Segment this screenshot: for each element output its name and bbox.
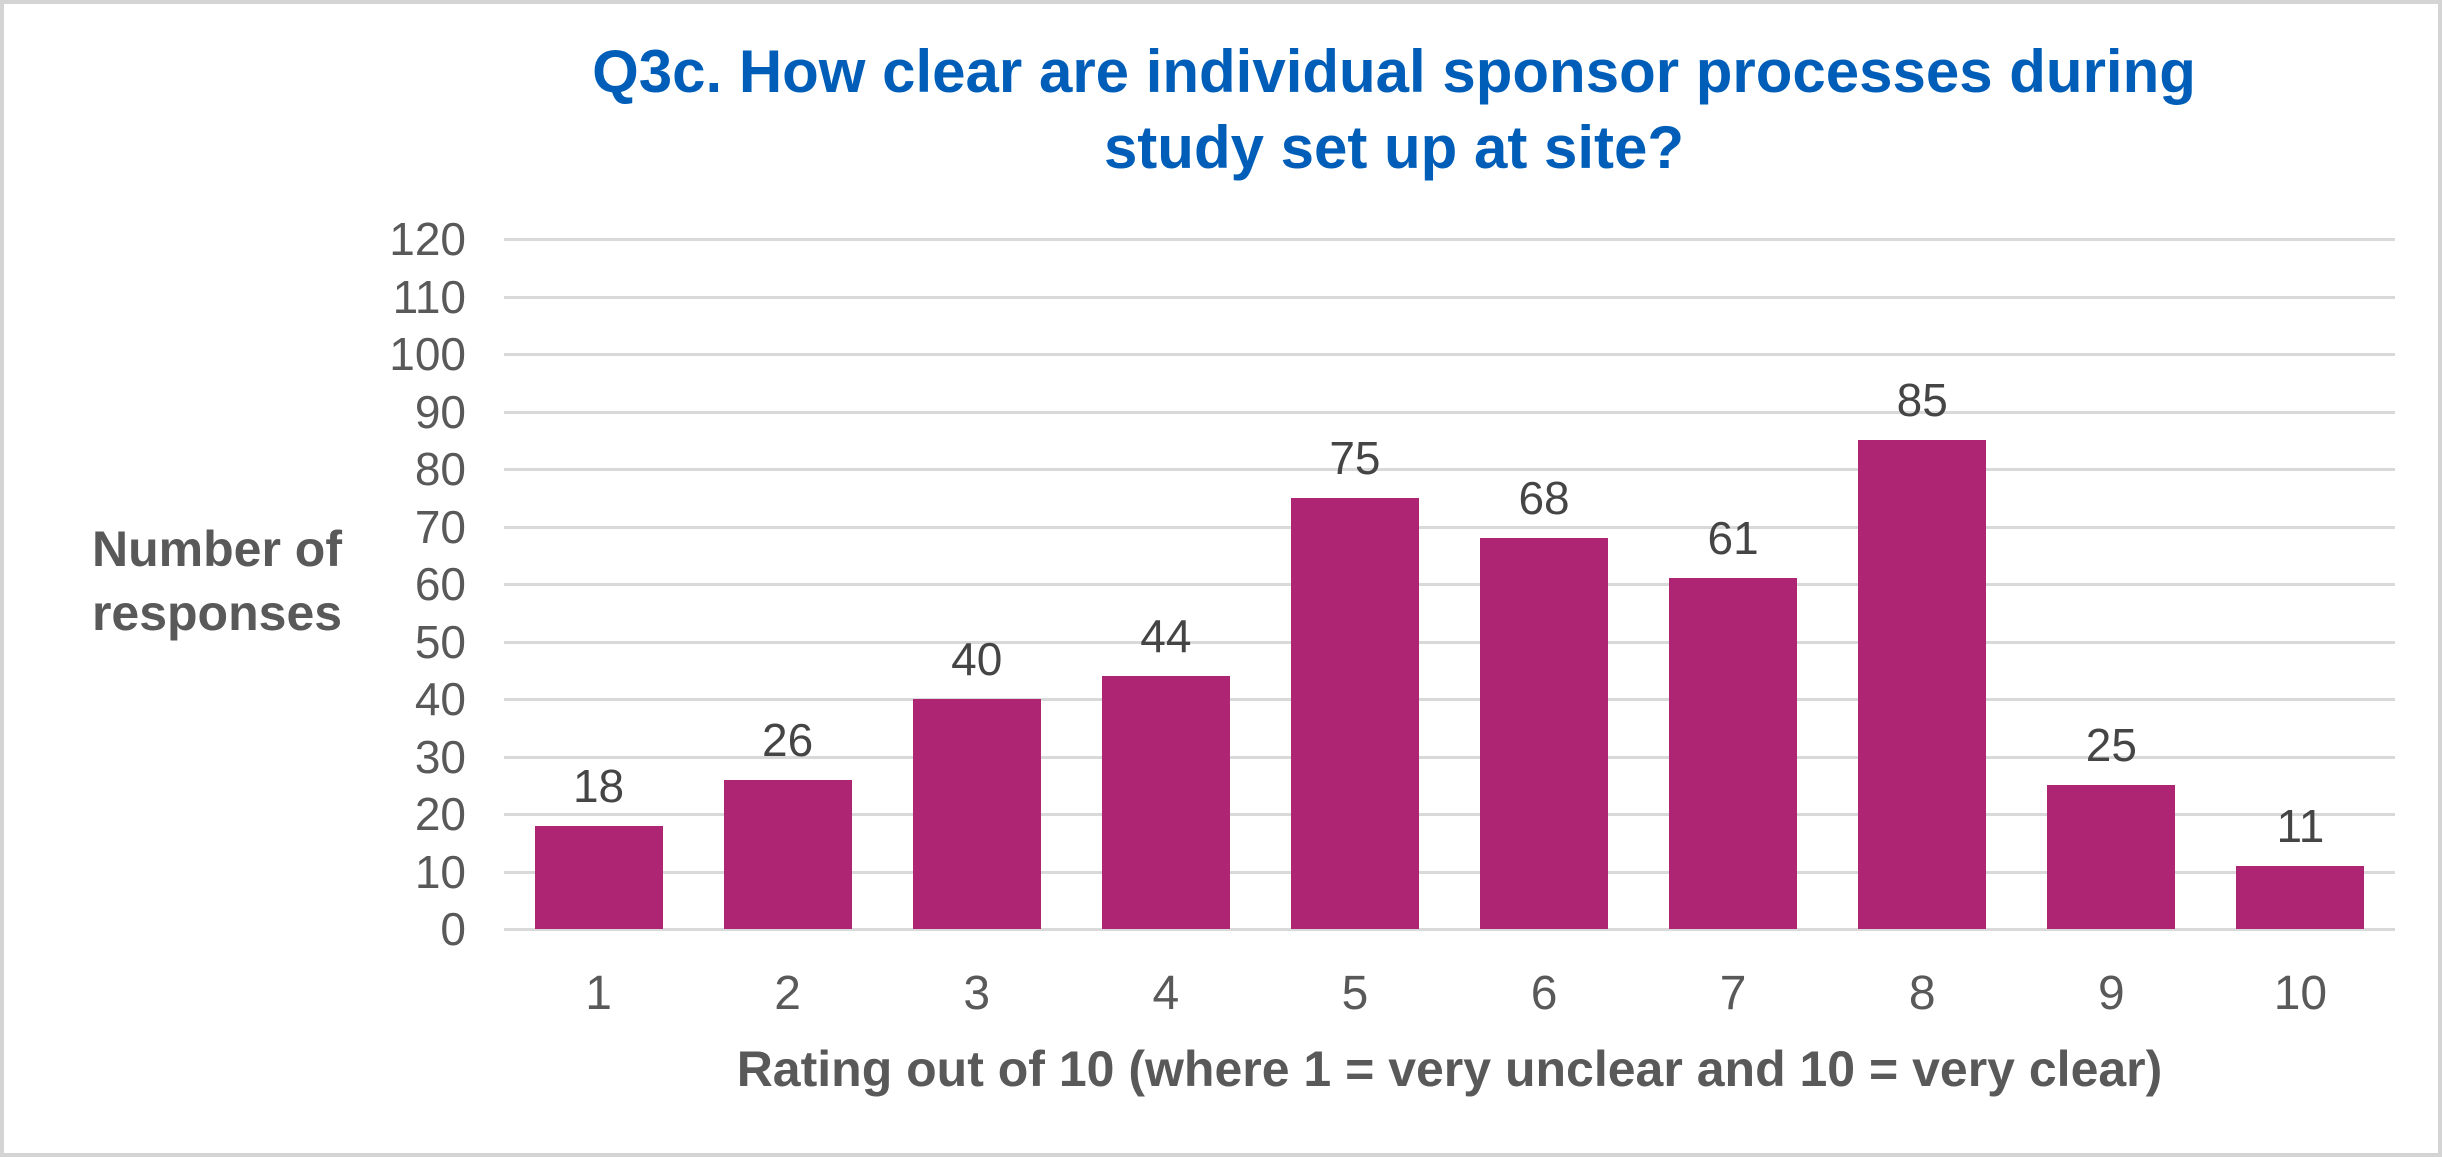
x-tick-label-2: 2 [774,967,801,1020]
y-tick-label-30: 30 [414,730,466,783]
chart-title: Q3c. How clear are individual sponsor pr… [344,34,2438,186]
gridline-90 [504,410,2395,414]
x-tick-label-1: 1 [585,967,612,1020]
chart-title-line1: Q3c. How clear are individual sponsor pr… [592,38,2196,105]
gridline-110 [504,295,2395,299]
gridline-0 [504,928,2395,931]
data-label-rating-1: 18 [572,759,625,812]
y-tick-label-120: 120 [389,213,466,265]
bar-rating-4 [1101,676,1230,929]
y-tick-label-60: 60 [414,558,466,610]
bar-rating-6 [1480,538,1609,929]
bar-rating-1 [534,825,663,929]
data-label-rating-6: 68 [1518,472,1570,524]
gridline-120 [504,238,2395,241]
x-tick-label-5: 5 [1341,967,1369,1020]
gridline-60 [504,583,2395,586]
bar-rating-7 [1669,578,1798,929]
x-tick-label-9: 9 [2097,967,2125,1020]
data-label-rating-7: 61 [1707,512,1759,565]
data-label-rating-2: 26 [762,713,814,766]
y-tick-label-50: 50 [414,615,466,668]
data-label-rating-3: 40 [951,633,1003,685]
bar-rating-8 [1858,440,1987,929]
gridline-40 [504,698,2395,701]
bar-rating-5 [1290,497,1419,929]
gridline-30 [504,755,2395,759]
x-tick-label-7: 7 [1719,967,1747,1020]
data-label-rating-4: 44 [1140,610,1192,662]
y-tick-label-40: 40 [414,673,466,725]
gridline-100 [504,353,2395,356]
x-tick-label-3: 3 [963,967,991,1020]
gridline-20 [504,813,2395,816]
y-axis-title-line2: responses [91,585,343,641]
y-tick-label-90: 90 [414,385,466,438]
x-tick-label-4: 4 [1152,967,1180,1020]
y-tick-label-20: 20 [414,788,466,840]
plot-area: 18 26 40 44 75 68 61 85 25 11 [504,238,2395,931]
x-tick-label-8: 8 [1908,967,1936,1020]
gridline-80 [504,468,2395,471]
bar-rating-2 [723,779,852,929]
gridline-10 [504,870,2395,874]
data-label-rating-8: 85 [1896,374,1948,427]
gridline-50 [504,640,2395,644]
x-tick-label-6: 6 [1530,967,1558,1020]
y-tick-label-0: 0 [440,903,466,955]
y-tick-label-110: 110 [392,270,466,323]
bar-rating-3 [912,699,1041,929]
y-tick-label-10: 10 [414,845,466,898]
data-label-rating-10: 11 [2276,799,2325,852]
data-label-rating-5: 75 [1329,431,1381,484]
x-axis-title: Rating out of 10 (where 1 = very unclear… [736,1041,2163,1097]
data-label-rating-9: 25 [2085,719,2137,772]
y-axis-title: Number of responses [52,517,382,645]
y-tick-label-80: 80 [414,443,466,495]
x-tick-label-10: 10 [2273,967,2328,1020]
bar-rating-10 [2236,865,2365,929]
y-axis-title-line1: Number of [92,521,342,577]
chart-title-line2: study set up at site? [1103,114,1685,181]
bar-rating-9 [2047,785,2176,929]
y-tick-label-100: 100 [389,328,466,380]
y-tick-label-70: 70 [414,500,466,553]
gridline-70 [504,525,2395,529]
